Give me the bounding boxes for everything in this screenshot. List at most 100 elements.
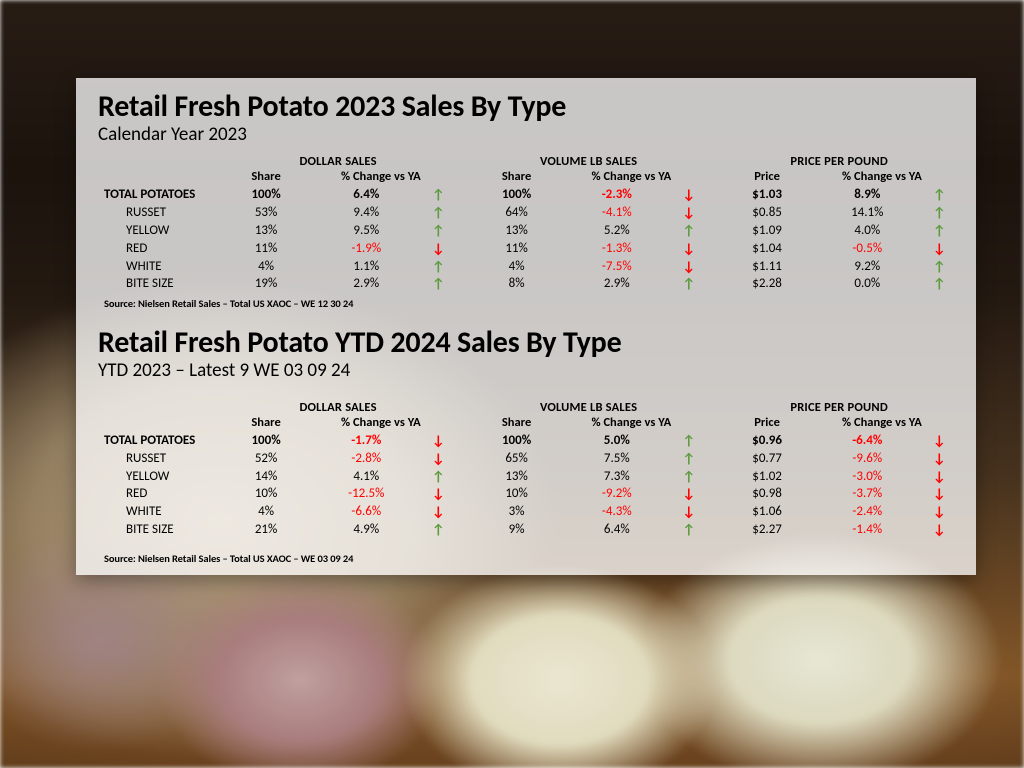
volume-share-cell: 100% bbox=[474, 186, 560, 204]
volume-share-cell: 65% bbox=[474, 449, 560, 467]
arrow-cell: ↓ bbox=[674, 257, 703, 275]
group-header: DOLLAR SALES bbox=[223, 398, 453, 415]
change-cell: -6.6% bbox=[309, 503, 424, 521]
table-row: TOTAL POTATOES100%6.4%↑100%-2.3%↓$1.038.… bbox=[98, 186, 954, 204]
change-cell: 4.9% bbox=[309, 521, 424, 539]
col-header: Price bbox=[724, 169, 810, 186]
price-cell: $1.03 bbox=[724, 186, 810, 204]
arrow-cell: ↑ bbox=[674, 449, 703, 467]
up-arrow-icon: ↑ bbox=[432, 186, 445, 203]
dollar-share-cell: 19% bbox=[223, 275, 309, 293]
col-header: % Change vs YA bbox=[810, 169, 954, 186]
table-row: YELLOW14%4.1%↑13%7.3%↑$1.02-3.0%↓ bbox=[98, 467, 954, 485]
change-cell: 6.4% bbox=[559, 521, 674, 539]
row-label: YELLOW bbox=[98, 222, 223, 240]
arrow-cell: ↓ bbox=[424, 485, 453, 503]
change-cell: 7.5% bbox=[559, 449, 674, 467]
row-label: YELLOW bbox=[98, 467, 223, 485]
table-row: BITE SIZE19%2.9%↑8%2.9%↑$2.280.0%↑ bbox=[98, 275, 954, 293]
up-arrow-icon: ↑ bbox=[432, 468, 445, 485]
dollar-share-cell: 52% bbox=[223, 449, 309, 467]
table-row: RED10%-12.5%↓10%-9.2%↓$0.98-3.7%↓ bbox=[98, 485, 954, 503]
volume-share-cell: 10% bbox=[474, 485, 560, 503]
arrow-cell: ↓ bbox=[424, 503, 453, 521]
change-cell: -12.5% bbox=[309, 485, 424, 503]
up-arrow-icon: ↑ bbox=[432, 521, 445, 538]
data-panel: Retail Fresh Potato 2023 Sales By Type C… bbox=[76, 78, 976, 575]
table1-title: Retail Fresh Potato 2023 Sales By Type bbox=[98, 88, 954, 125]
dollar-share-cell: 4% bbox=[223, 257, 309, 275]
down-arrow-icon: ↓ bbox=[682, 240, 695, 257]
price-cell: $2.27 bbox=[724, 521, 810, 539]
arrow-cell: ↑ bbox=[424, 275, 453, 293]
price-cell: $0.96 bbox=[724, 432, 810, 450]
down-arrow-icon: ↓ bbox=[682, 485, 695, 502]
up-arrow-icon: ↑ bbox=[682, 468, 695, 485]
price-cell: $0.77 bbox=[724, 449, 810, 467]
dollar-share-cell: 14% bbox=[223, 467, 309, 485]
table-row: WHITE4%-6.6%↓3%-4.3%↓$1.06-2.4%↓ bbox=[98, 503, 954, 521]
arrow-cell: ↓ bbox=[424, 432, 453, 450]
arrow-cell: ↑ bbox=[925, 257, 954, 275]
change-cell: -1.3% bbox=[559, 239, 674, 257]
up-arrow-icon: ↑ bbox=[933, 204, 946, 221]
up-arrow-icon: ↑ bbox=[933, 258, 946, 275]
arrow-cell: ↓ bbox=[925, 521, 954, 539]
table1-body: TOTAL POTATOES100%6.4%↑100%-2.3%↓$1.038.… bbox=[98, 186, 954, 293]
col-header: % Change vs YA bbox=[309, 169, 453, 186]
table-row: RUSSET53%9.4%↑64%-4.1%↓$0.8514.1%↑ bbox=[98, 204, 954, 222]
change-cell: 5.0% bbox=[559, 432, 674, 450]
change-cell: -2.4% bbox=[810, 503, 925, 521]
dollar-share-cell: 10% bbox=[223, 485, 309, 503]
row-label: WHITE bbox=[98, 503, 223, 521]
table1-head: DOLLAR SALESVOLUME LB SALESPRICE PER POU… bbox=[98, 152, 954, 186]
change-cell: -9.6% bbox=[810, 449, 925, 467]
table1: DOLLAR SALESVOLUME LB SALESPRICE PER POU… bbox=[98, 152, 954, 293]
arrow-cell: ↓ bbox=[674, 204, 703, 222]
change-cell: 7.3% bbox=[559, 467, 674, 485]
arrow-cell: ↑ bbox=[424, 257, 453, 275]
dollar-share-cell: 13% bbox=[223, 222, 309, 240]
col-header: Share bbox=[474, 415, 560, 432]
change-cell: 1.1% bbox=[309, 257, 424, 275]
price-cell: $2.28 bbox=[724, 275, 810, 293]
down-arrow-icon: ↓ bbox=[933, 468, 946, 485]
arrow-cell: ↑ bbox=[674, 467, 703, 485]
change-cell: 14.1% bbox=[810, 204, 925, 222]
row-label: RUSSET bbox=[98, 204, 223, 222]
table2-body: TOTAL POTATOES100%-1.7%↓100%5.0%↑$0.96-6… bbox=[98, 432, 954, 539]
volume-share-cell: 4% bbox=[474, 257, 560, 275]
table-row: YELLOW13%9.5%↑13%5.2%↑$1.094.0%↑ bbox=[98, 222, 954, 240]
col-header: % Change vs YA bbox=[559, 415, 703, 432]
change-cell: -4.1% bbox=[559, 204, 674, 222]
group-header: DOLLAR SALES bbox=[223, 152, 453, 169]
arrow-cell: ↑ bbox=[424, 467, 453, 485]
down-arrow-icon: ↓ bbox=[432, 432, 445, 449]
row-label: WHITE bbox=[98, 257, 223, 275]
arrow-cell: ↑ bbox=[674, 275, 703, 293]
table-row: BITE SIZE21%4.9%↑9%6.4%↑$2.27-1.4%↓ bbox=[98, 521, 954, 539]
col-header: % Change vs YA bbox=[559, 169, 703, 186]
col-header: Share bbox=[223, 415, 309, 432]
change-cell: 2.9% bbox=[309, 275, 424, 293]
change-cell: -4.3% bbox=[559, 503, 674, 521]
table2-source: Source: Nielsen Retail Sales – Total US … bbox=[104, 552, 954, 565]
down-arrow-icon: ↓ bbox=[933, 521, 946, 538]
change-cell: 8.9% bbox=[810, 186, 925, 204]
up-arrow-icon: ↑ bbox=[432, 222, 445, 239]
dollar-share-cell: 11% bbox=[223, 239, 309, 257]
arrow-cell: ↓ bbox=[925, 432, 954, 450]
arrow-cell: ↓ bbox=[925, 485, 954, 503]
arrow-cell: ↓ bbox=[674, 239, 703, 257]
down-arrow-icon: ↓ bbox=[933, 432, 946, 449]
price-cell: $1.02 bbox=[724, 467, 810, 485]
arrow-cell: ↑ bbox=[925, 275, 954, 293]
row-label: TOTAL POTATOES bbox=[98, 186, 223, 204]
group-header: PRICE PER POUND bbox=[724, 152, 954, 169]
arrow-cell: ↑ bbox=[674, 521, 703, 539]
col-header: % Change vs YA bbox=[309, 415, 453, 432]
change-cell: 4.1% bbox=[309, 467, 424, 485]
table2-subtitle: YTD 2023 – Latest 9 WE 03 09 24 bbox=[98, 359, 954, 382]
table-row: TOTAL POTATOES100%-1.7%↓100%5.0%↑$0.96-6… bbox=[98, 432, 954, 450]
change-cell: -3.7% bbox=[810, 485, 925, 503]
